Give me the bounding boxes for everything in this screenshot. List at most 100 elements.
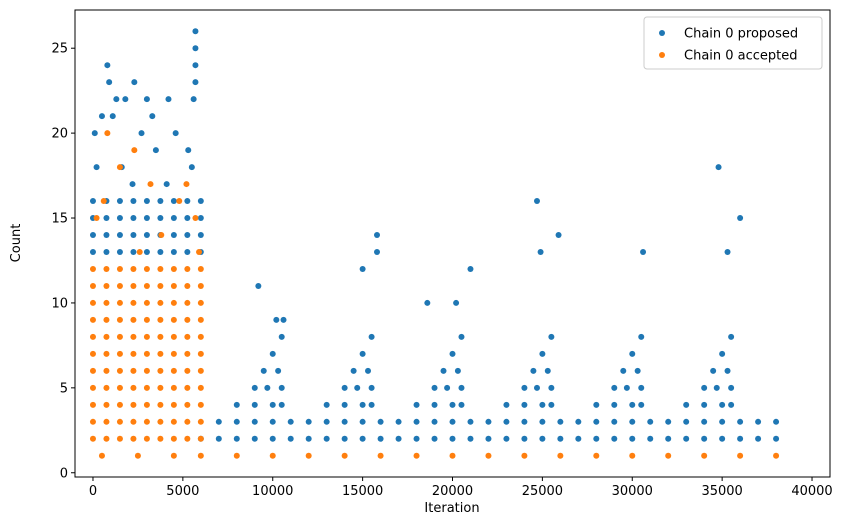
data-point xyxy=(449,418,456,425)
data-point xyxy=(555,232,562,239)
data-point xyxy=(269,418,276,425)
data-point xyxy=(89,401,96,408)
data-point xyxy=(143,215,150,222)
data-point xyxy=(89,232,96,239)
data-point xyxy=(116,350,123,357)
data-point xyxy=(683,435,690,442)
data-point xyxy=(116,418,123,425)
y-tick-label: 0 xyxy=(60,466,68,481)
data-point xyxy=(368,333,375,340)
data-point xyxy=(89,316,96,323)
data-point xyxy=(116,367,123,374)
data-point xyxy=(341,452,348,459)
data-point xyxy=(116,282,123,289)
data-point xyxy=(377,435,384,442)
data-point xyxy=(533,198,540,205)
data-point xyxy=(634,367,641,374)
y-tick-label: 25 xyxy=(51,42,68,57)
data-point xyxy=(143,350,150,357)
data-point xyxy=(184,333,191,340)
data-point xyxy=(539,401,546,408)
data-point xyxy=(724,367,731,374)
data-point xyxy=(157,215,164,222)
data-point xyxy=(278,333,285,340)
data-point xyxy=(264,384,271,391)
data-point xyxy=(116,232,123,239)
data-point xyxy=(197,418,204,425)
data-point xyxy=(701,435,708,442)
data-point xyxy=(103,265,110,272)
data-point xyxy=(359,265,366,272)
data-point xyxy=(165,96,172,103)
data-point xyxy=(593,435,600,442)
data-point xyxy=(170,333,177,340)
data-point xyxy=(103,367,110,374)
legend-marker xyxy=(659,52,665,58)
data-point xyxy=(537,248,544,255)
data-point xyxy=(719,418,726,425)
data-point xyxy=(184,265,191,272)
data-point xyxy=(701,384,708,391)
data-point xyxy=(305,435,312,442)
data-point xyxy=(728,401,735,408)
data-point xyxy=(116,265,123,272)
data-point xyxy=(377,418,384,425)
data-point xyxy=(197,401,204,408)
data-point xyxy=(93,164,100,171)
data-point xyxy=(130,435,137,442)
data-point xyxy=(157,384,164,391)
data-point xyxy=(444,384,451,391)
data-point xyxy=(503,401,510,408)
data-point xyxy=(184,316,191,323)
data-point xyxy=(269,350,276,357)
data-point xyxy=(365,367,372,374)
data-point xyxy=(269,401,276,408)
data-point xyxy=(116,384,123,391)
data-point xyxy=(130,401,137,408)
data-point xyxy=(629,435,636,442)
data-point xyxy=(129,181,136,188)
legend-box xyxy=(643,16,823,70)
data-point xyxy=(593,401,600,408)
data-point xyxy=(116,198,123,205)
data-point xyxy=(103,350,110,357)
data-point xyxy=(197,265,204,272)
data-point xyxy=(273,316,280,323)
data-point xyxy=(629,452,636,459)
data-point xyxy=(184,299,191,306)
data-point xyxy=(449,401,456,408)
data-point xyxy=(157,333,164,340)
data-point xyxy=(103,299,110,306)
data-point xyxy=(89,350,96,357)
data-point xyxy=(170,232,177,239)
data-point xyxy=(130,198,137,205)
data-point xyxy=(377,452,384,459)
data-point xyxy=(251,435,258,442)
data-point xyxy=(89,435,96,442)
data-point xyxy=(122,96,129,103)
data-point xyxy=(184,435,191,442)
data-point xyxy=(431,401,438,408)
data-point xyxy=(431,384,438,391)
data-point xyxy=(440,367,447,374)
data-point xyxy=(113,96,120,103)
data-point xyxy=(170,248,177,255)
data-point xyxy=(623,384,630,391)
data-point xyxy=(109,113,116,120)
x-axis-label: Iteration xyxy=(424,501,479,516)
data-point xyxy=(737,215,744,222)
data-point xyxy=(539,418,546,425)
data-point xyxy=(593,418,600,425)
data-point xyxy=(185,147,192,154)
data-point xyxy=(143,232,150,239)
data-point xyxy=(280,316,287,323)
x-tick-label: 15000 xyxy=(342,484,383,499)
data-point xyxy=(170,282,177,289)
data-point xyxy=(467,418,474,425)
data-point xyxy=(724,248,731,255)
data-point xyxy=(89,265,96,272)
data-point xyxy=(106,79,113,86)
y-tick-label: 15 xyxy=(51,212,68,227)
data-point xyxy=(737,435,744,442)
